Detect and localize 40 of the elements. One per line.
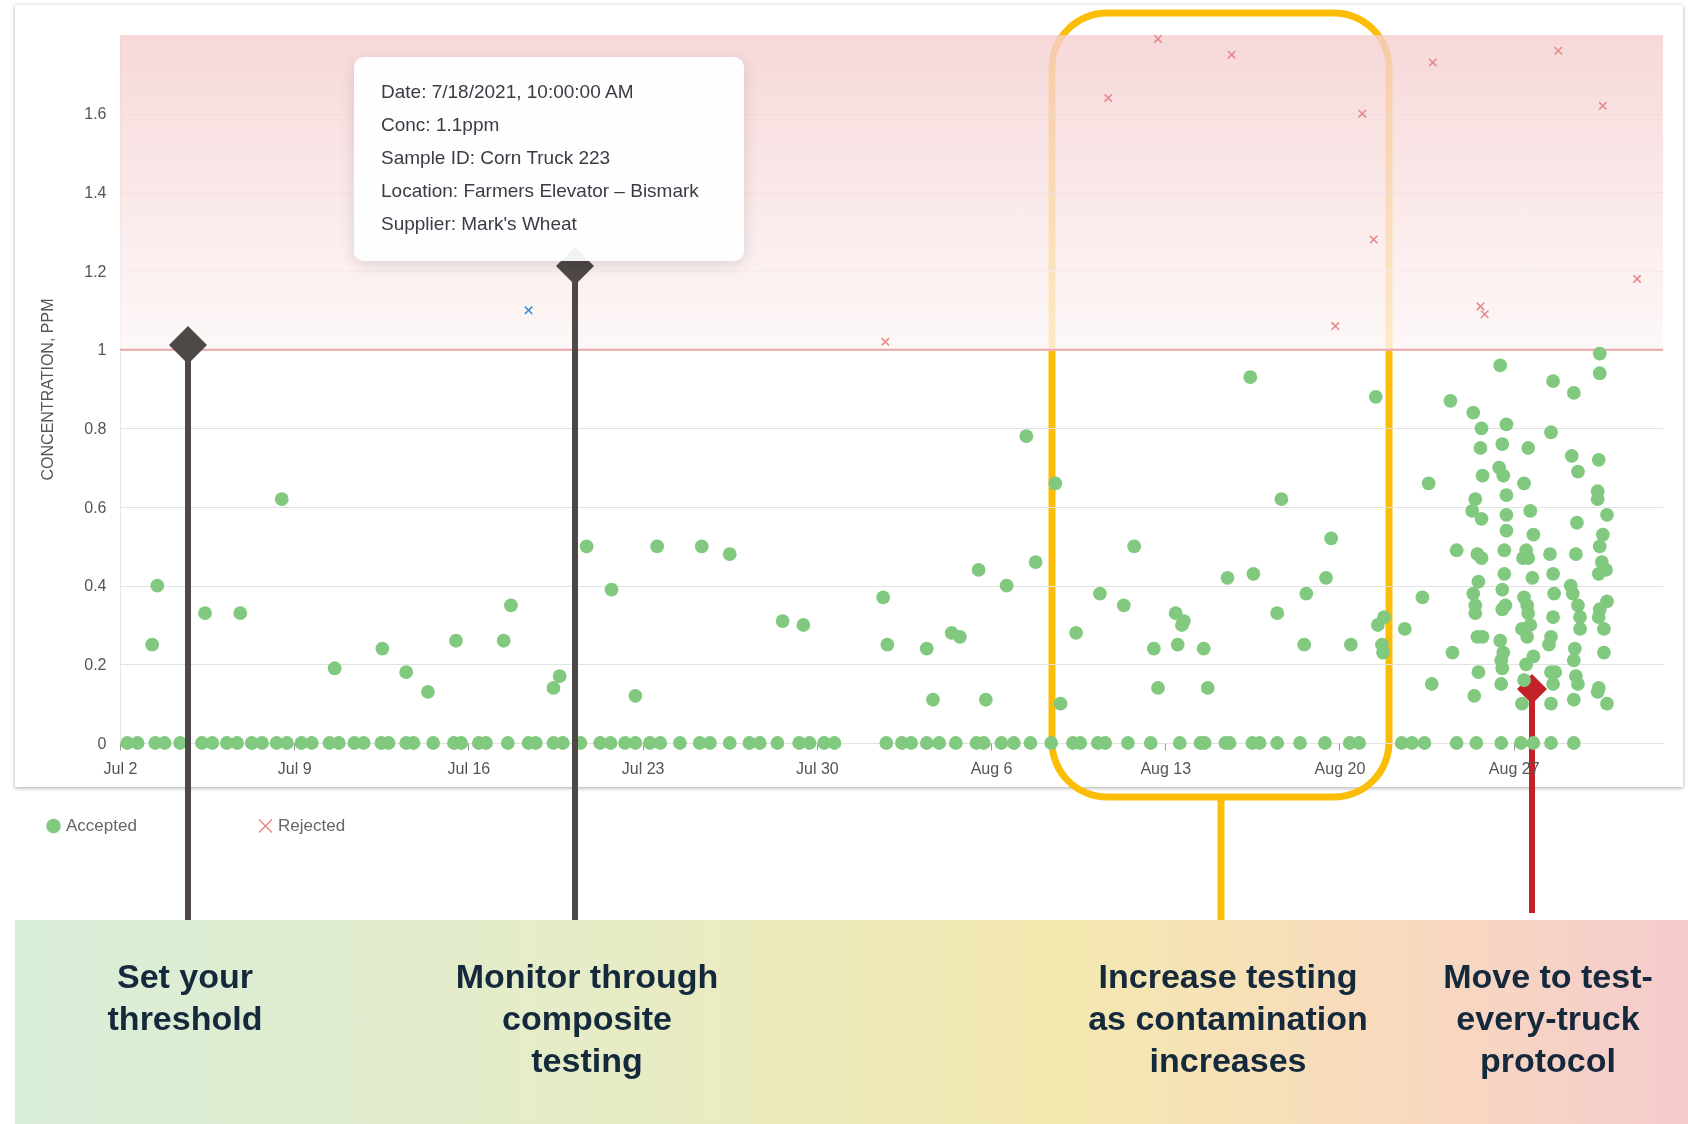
legend-label: Rejected xyxy=(278,815,346,835)
point xyxy=(1330,321,1340,331)
point xyxy=(1632,274,1642,284)
y-tick-label: 1.6 xyxy=(84,105,107,123)
y-tick-label: 1.2 xyxy=(84,262,107,280)
x-tick-label: Jul 23 xyxy=(621,759,665,777)
y-tick-label: 0.8 xyxy=(84,419,107,437)
point xyxy=(1475,301,1485,311)
y-tick-label: 0.6 xyxy=(84,498,107,516)
x-tick-label: Jul 2 xyxy=(103,759,138,777)
y-tick-label: 0 xyxy=(97,734,107,752)
point xyxy=(1428,58,1438,68)
y-axis-title: CONCENTRATION, PPM xyxy=(39,298,57,481)
y-tick-label: 0.2 xyxy=(84,655,107,673)
point xyxy=(1598,101,1608,111)
y-tick-label: 0.4 xyxy=(84,577,107,595)
x-tick-label: Aug 20 xyxy=(1314,759,1366,777)
point xyxy=(1357,109,1367,119)
text: Monitor through composite testing xyxy=(454,956,720,1081)
x-tick-label: Jul 30 xyxy=(795,759,839,777)
point xyxy=(1103,93,1113,103)
point xyxy=(1153,34,1163,44)
x-tick-label: Jul 16 xyxy=(447,759,491,777)
point xyxy=(1369,235,1379,245)
legend-label: Accepted xyxy=(66,815,137,835)
x-tick-label: Aug 13 xyxy=(1140,759,1192,777)
annotation: Date: 7/18/2021, 10:00:00 AM Conc: 1.1ppm Sample ID: Corn Truck 223 Location: Farmers Elevator – Bismark Supplier: Mark's Wheat xyxy=(381,80,700,236)
point xyxy=(1553,46,1563,56)
text: Set your threshold xyxy=(106,956,264,1039)
point xyxy=(1227,50,1237,60)
point xyxy=(880,337,890,347)
x-tick-label: Aug 6 xyxy=(970,759,1013,777)
point xyxy=(524,305,534,315)
y-tick-label: 1.4 xyxy=(84,183,107,201)
text: Increase testing as contamination increases xyxy=(1087,956,1369,1081)
x-tick-label: Jul 9 xyxy=(277,759,312,777)
tooltip: Date: 7/18/2021, 10:00:00 AM Conc: 1.1ppm Sample ID: Corn Truck 223 Location: Farmers Elevator – Bismark Supplier: Mark's Wheat xyxy=(354,57,744,261)
point xyxy=(1480,309,1490,319)
y-tick-label: 1 xyxy=(97,341,107,359)
text: Move to test- every-truck protocol xyxy=(1443,957,1653,1079)
